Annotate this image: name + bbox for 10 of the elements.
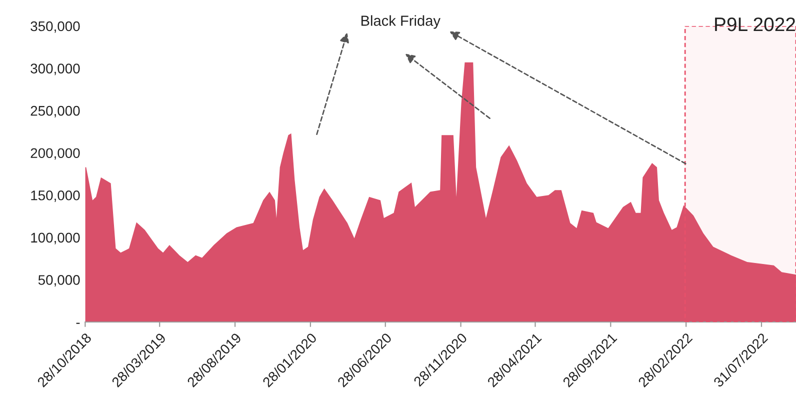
y-tick-label: 300,000 — [30, 64, 80, 76]
y-tick-label: 150,000 — [31, 190, 80, 202]
y-tick-label: - — [76, 322, 80, 324]
y-tick-label: 100,000 — [31, 232, 80, 244]
y-tick-label: 50,000 — [38, 275, 80, 287]
y-tick-label: 350,000 — [30, 21, 80, 33]
y-tick-label: 200,000 — [30, 148, 80, 160]
band-label: P9L 2022 — [715, 17, 796, 32]
annotation: Black Friday — [361, 15, 440, 29]
y-tick-label: 250,000 — [30, 106, 80, 118]
